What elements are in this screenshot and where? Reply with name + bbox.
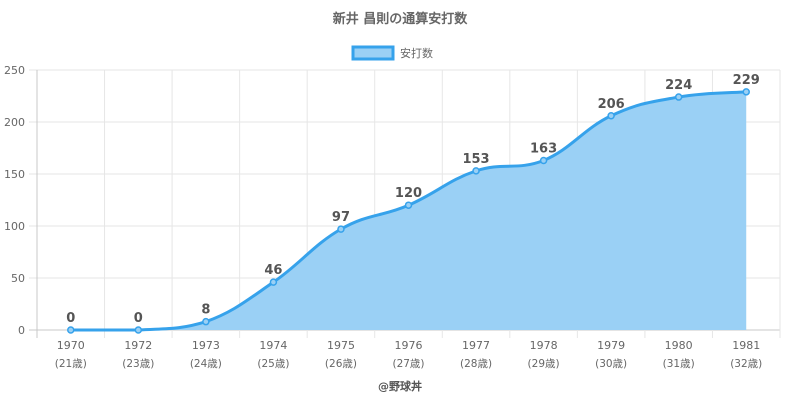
data-point (607, 112, 615, 120)
data-label: 0 (66, 311, 75, 326)
data-label: 206 (598, 97, 625, 112)
data-label: 229 (733, 73, 760, 88)
y-tick-label: 150 (4, 168, 25, 181)
x-tick-sublabel: (23歳) (122, 358, 154, 370)
x-tick-label: 1981 (732, 339, 760, 352)
x-tick-label: 1975 (327, 339, 355, 352)
x-tick-label: 1977 (462, 339, 490, 352)
data-label: 163 (530, 141, 557, 156)
data-point (67, 326, 75, 334)
x-tick-sublabel: (29歳) (528, 358, 560, 370)
x-tick-label: 1970 (57, 339, 85, 352)
data-point (337, 225, 345, 233)
data-point (539, 156, 548, 165)
data-point (134, 326, 143, 334)
data-label: 8 (201, 303, 210, 318)
legend[interactable]: 安打数 (351, 45, 433, 61)
x-axis: 1970 (21歳) 1972 (23歳) 1973 (24歳) 1974 (25歳) 1975… (55, 339, 763, 370)
data-label: 120 (395, 186, 422, 201)
legend-label: 安打数 (400, 46, 433, 60)
x-tick-label: 1972 (124, 339, 152, 352)
x-tick-sublabel: (21歳) (55, 358, 87, 370)
y-tick-label: 0 (18, 324, 25, 337)
x-tick-sublabel: (30歳) (595, 358, 627, 370)
series-area (70, 91, 747, 330)
footer-credit: @野球丼 (378, 379, 422, 393)
x-tick-label: 1974 (259, 339, 287, 352)
data-label: 46 (264, 263, 282, 278)
data-label: 0 (134, 311, 143, 326)
y-axis: 0 50 100 150 200 250 (4, 64, 25, 337)
x-tick-label: 1980 (665, 339, 693, 352)
data-labels: 0 0 8 46 97 120 153 163 206 224 229 (66, 73, 760, 326)
y-tick-label: 50 (11, 272, 25, 285)
x-tick-sublabel: (27歳) (392, 358, 424, 370)
x-tick-label: 1979 (597, 339, 625, 352)
data-label: 97 (332, 210, 350, 225)
data-point (269, 278, 278, 286)
data-label: 224 (665, 78, 692, 93)
x-tick-sublabel: (25歳) (257, 358, 289, 370)
y-tick-label: 250 (4, 64, 25, 77)
x-tick-sublabel: (31歳) (663, 358, 695, 370)
data-point (472, 167, 480, 175)
legend-swatch (351, 45, 395, 61)
chart-title: 新井 昌則の通算安打数 (333, 11, 469, 27)
data-point (674, 93, 683, 101)
data-points (67, 88, 750, 334)
x-tick-sublabel: (26歳) (325, 358, 357, 370)
y-tick-label: 200 (4, 116, 25, 129)
y-tick-label: 100 (4, 220, 25, 233)
x-tick-label: 1976 (395, 339, 423, 352)
data-point (404, 201, 413, 209)
data-point (742, 88, 750, 96)
x-tick-sublabel: (28歳) (460, 358, 492, 370)
data-label: 153 (462, 152, 489, 167)
x-tick-sublabel: (24歳) (190, 358, 222, 370)
data-point (202, 317, 210, 326)
x-tick-sublabel: (32歳) (730, 358, 762, 370)
x-tick-label: 1978 (530, 339, 558, 352)
x-tick-label: 1973 (192, 339, 220, 352)
